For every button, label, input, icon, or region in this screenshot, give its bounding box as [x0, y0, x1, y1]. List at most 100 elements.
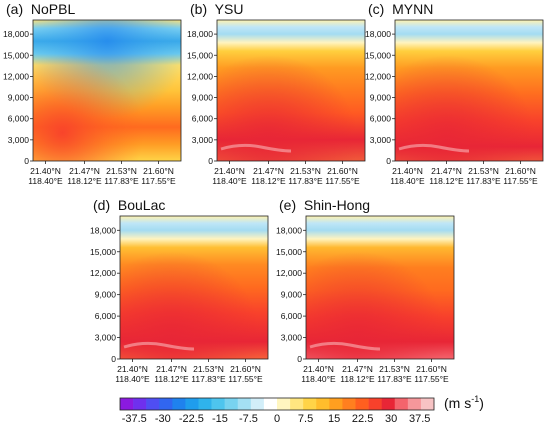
- colorbar-swatch: [277, 398, 291, 410]
- unit-close: ): [479, 395, 484, 411]
- colorbar-tick-label: -22.5: [179, 413, 204, 423]
- x-tick-lon-label: 117.55°E: [141, 176, 176, 186]
- heatmap-streak: [398, 143, 470, 153]
- x-tick-lon-label: 118.40°E: [390, 176, 425, 186]
- y-tick-label: 18,000: [90, 225, 116, 235]
- x-tick-lat-label: 21.53°N: [290, 166, 321, 176]
- plot-frame: [119, 215, 269, 360]
- x-tick-lon-label: 117.83°E: [466, 176, 501, 186]
- unit-exponent: -1: [471, 394, 479, 404]
- x-tick-lat-label: 21.60°N: [416, 364, 447, 374]
- x-tick-lat-label: 21.47°N: [69, 166, 100, 176]
- y-tick-label: 0: [386, 156, 391, 166]
- x-tick-lon-label: 117.83°E: [104, 176, 139, 186]
- colorbar-tick-label: 0: [274, 413, 280, 423]
- x-tick-lon-label: 118.40°E: [301, 374, 336, 384]
- y-tick-label: 12,000: [90, 268, 116, 278]
- colorbar-swatch: [146, 398, 160, 410]
- x-tick-lat-label: 21.60°N: [505, 166, 536, 176]
- y-tick-label: 12,000: [187, 71, 213, 81]
- y-tick-label: 9,000: [370, 93, 392, 103]
- x-tick-lon-label: 117.55°E: [414, 374, 449, 384]
- colorbar-tick-label: 7.5: [298, 413, 313, 423]
- colorbar-unit: (m s-1): [444, 394, 484, 411]
- x-tick-lon-label: 118.12°E: [67, 176, 102, 186]
- colorbar-swatch: [159, 398, 173, 410]
- y-tick-label: 18,000: [365, 29, 391, 39]
- x-tick-lat-label: 21.40°N: [214, 166, 245, 176]
- panel-d: (d) BouLac 18,000 15,000 12,000 9,000 6,000 3,…: [90, 197, 269, 384]
- unit-text: (m s: [444, 395, 471, 411]
- y-tick-label: 3,000: [95, 333, 117, 343]
- y-tick-label: 9,000: [8, 93, 30, 103]
- x-tick-lon-label: 117.55°E: [503, 176, 538, 186]
- colorbar-swatch: [250, 398, 265, 410]
- colorbar-swatch: [316, 398, 330, 410]
- heatmap-streak: [220, 143, 292, 153]
- x-tick-lon-label: 118.40°E: [115, 374, 150, 384]
- x-tick-lat-label: 21.60°N: [230, 364, 261, 374]
- y-tick-label: 3,000: [281, 333, 303, 343]
- x-tick-lon-label: 118.40°E: [212, 176, 247, 186]
- colorbar-frame: [119, 397, 435, 411]
- panel-c: (c) MYNN 18,000 15,000 12,000 9,000 6,000 3,00…: [365, 1, 544, 186]
- y-tick-label: 3,000: [370, 135, 392, 145]
- colorbar-swatch: [185, 398, 199, 410]
- y-tick-label: 12,000: [276, 268, 302, 278]
- heatmap-hot-region: [306, 216, 454, 359]
- y-tick-label: 9,000: [281, 290, 303, 300]
- plot-frame: [394, 19, 544, 162]
- y-tick-label: 15,000: [3, 50, 29, 60]
- colorbar-swatch: [355, 398, 369, 410]
- panel-title: (d) BouLac: [93, 197, 165, 213]
- x-tick-lat-label: 21.40°N: [30, 166, 61, 176]
- x-tick-lat-label: 21.53°N: [379, 364, 410, 374]
- panel-b: (b) YSU 18,000 15,000 12,000 9,000 6,000 3,000…: [187, 1, 366, 186]
- x-tick-lat-label: 21.53°N: [468, 166, 499, 176]
- y-tick-label: 6,000: [192, 114, 214, 124]
- y-tick-label: 15,000: [365, 50, 391, 60]
- y-tick-label: 6,000: [95, 311, 117, 321]
- x-tick-lon-label: 118.12°E: [340, 374, 375, 384]
- colorbar-swatch: [394, 398, 409, 410]
- y-tick-label: 0: [24, 156, 29, 166]
- colorbar-swatch: [381, 398, 396, 410]
- x-tick-lat-label: 21.47°N: [156, 364, 187, 374]
- x-tick-lat-label: 21.47°N: [342, 364, 373, 374]
- x-tick-lon-label: 117.83°E: [191, 374, 226, 384]
- colorbar-swatch: [342, 398, 356, 410]
- y-tick-label: 18,000: [187, 29, 213, 39]
- x-tick-lat-label: 21.40°N: [392, 166, 423, 176]
- colorbar-swatch: [303, 398, 317, 410]
- colorbar-tick-label: -37.5: [122, 413, 147, 423]
- x-tick-lon-label: 117.83°E: [288, 176, 323, 186]
- heatmap-streak: [309, 341, 381, 351]
- panels-group: (a) NoPBL 18,000 15,000 12,000 9,000 6,000 3,0…: [3, 1, 544, 384]
- x-tick-lat-label: 21.60°N: [143, 166, 174, 176]
- colorbar-swatch: [329, 398, 343, 410]
- colorbar-swatch: [224, 398, 239, 410]
- x-tick-lon-label: 118.12°E: [429, 176, 464, 186]
- panel-title: (b) YSU: [190, 1, 243, 17]
- colorbar-tick-label: -15: [212, 413, 228, 423]
- x-tick-lon-label: 118.40°E: [28, 176, 63, 186]
- x-tick-lat-label: 21.60°N: [327, 166, 358, 176]
- plot-frame: [32, 19, 182, 162]
- y-tick-label: 6,000: [370, 114, 392, 124]
- y-tick-label: 12,000: [3, 71, 29, 81]
- y-tick-label: 0: [111, 354, 116, 364]
- y-tick-label: 0: [297, 354, 302, 364]
- x-tick-lat-label: 21.40°N: [117, 364, 148, 374]
- heatmap-streak: [123, 341, 195, 351]
- colorbar-swatch: [368, 398, 382, 410]
- y-tick-label: 3,000: [8, 135, 30, 145]
- heatmap-hot-region: [120, 216, 268, 359]
- panel-title: (e) Shin-Hong: [279, 197, 370, 213]
- y-tick-label: 3,000: [192, 135, 214, 145]
- colorbar-swatch: [237, 398, 252, 410]
- y-tick-label: 9,000: [95, 290, 117, 300]
- x-tick-lon-label: 117.83°E: [377, 374, 412, 384]
- colorbar-tick-label: 30: [385, 413, 397, 423]
- panel-title: (c) MYNN: [368, 1, 433, 17]
